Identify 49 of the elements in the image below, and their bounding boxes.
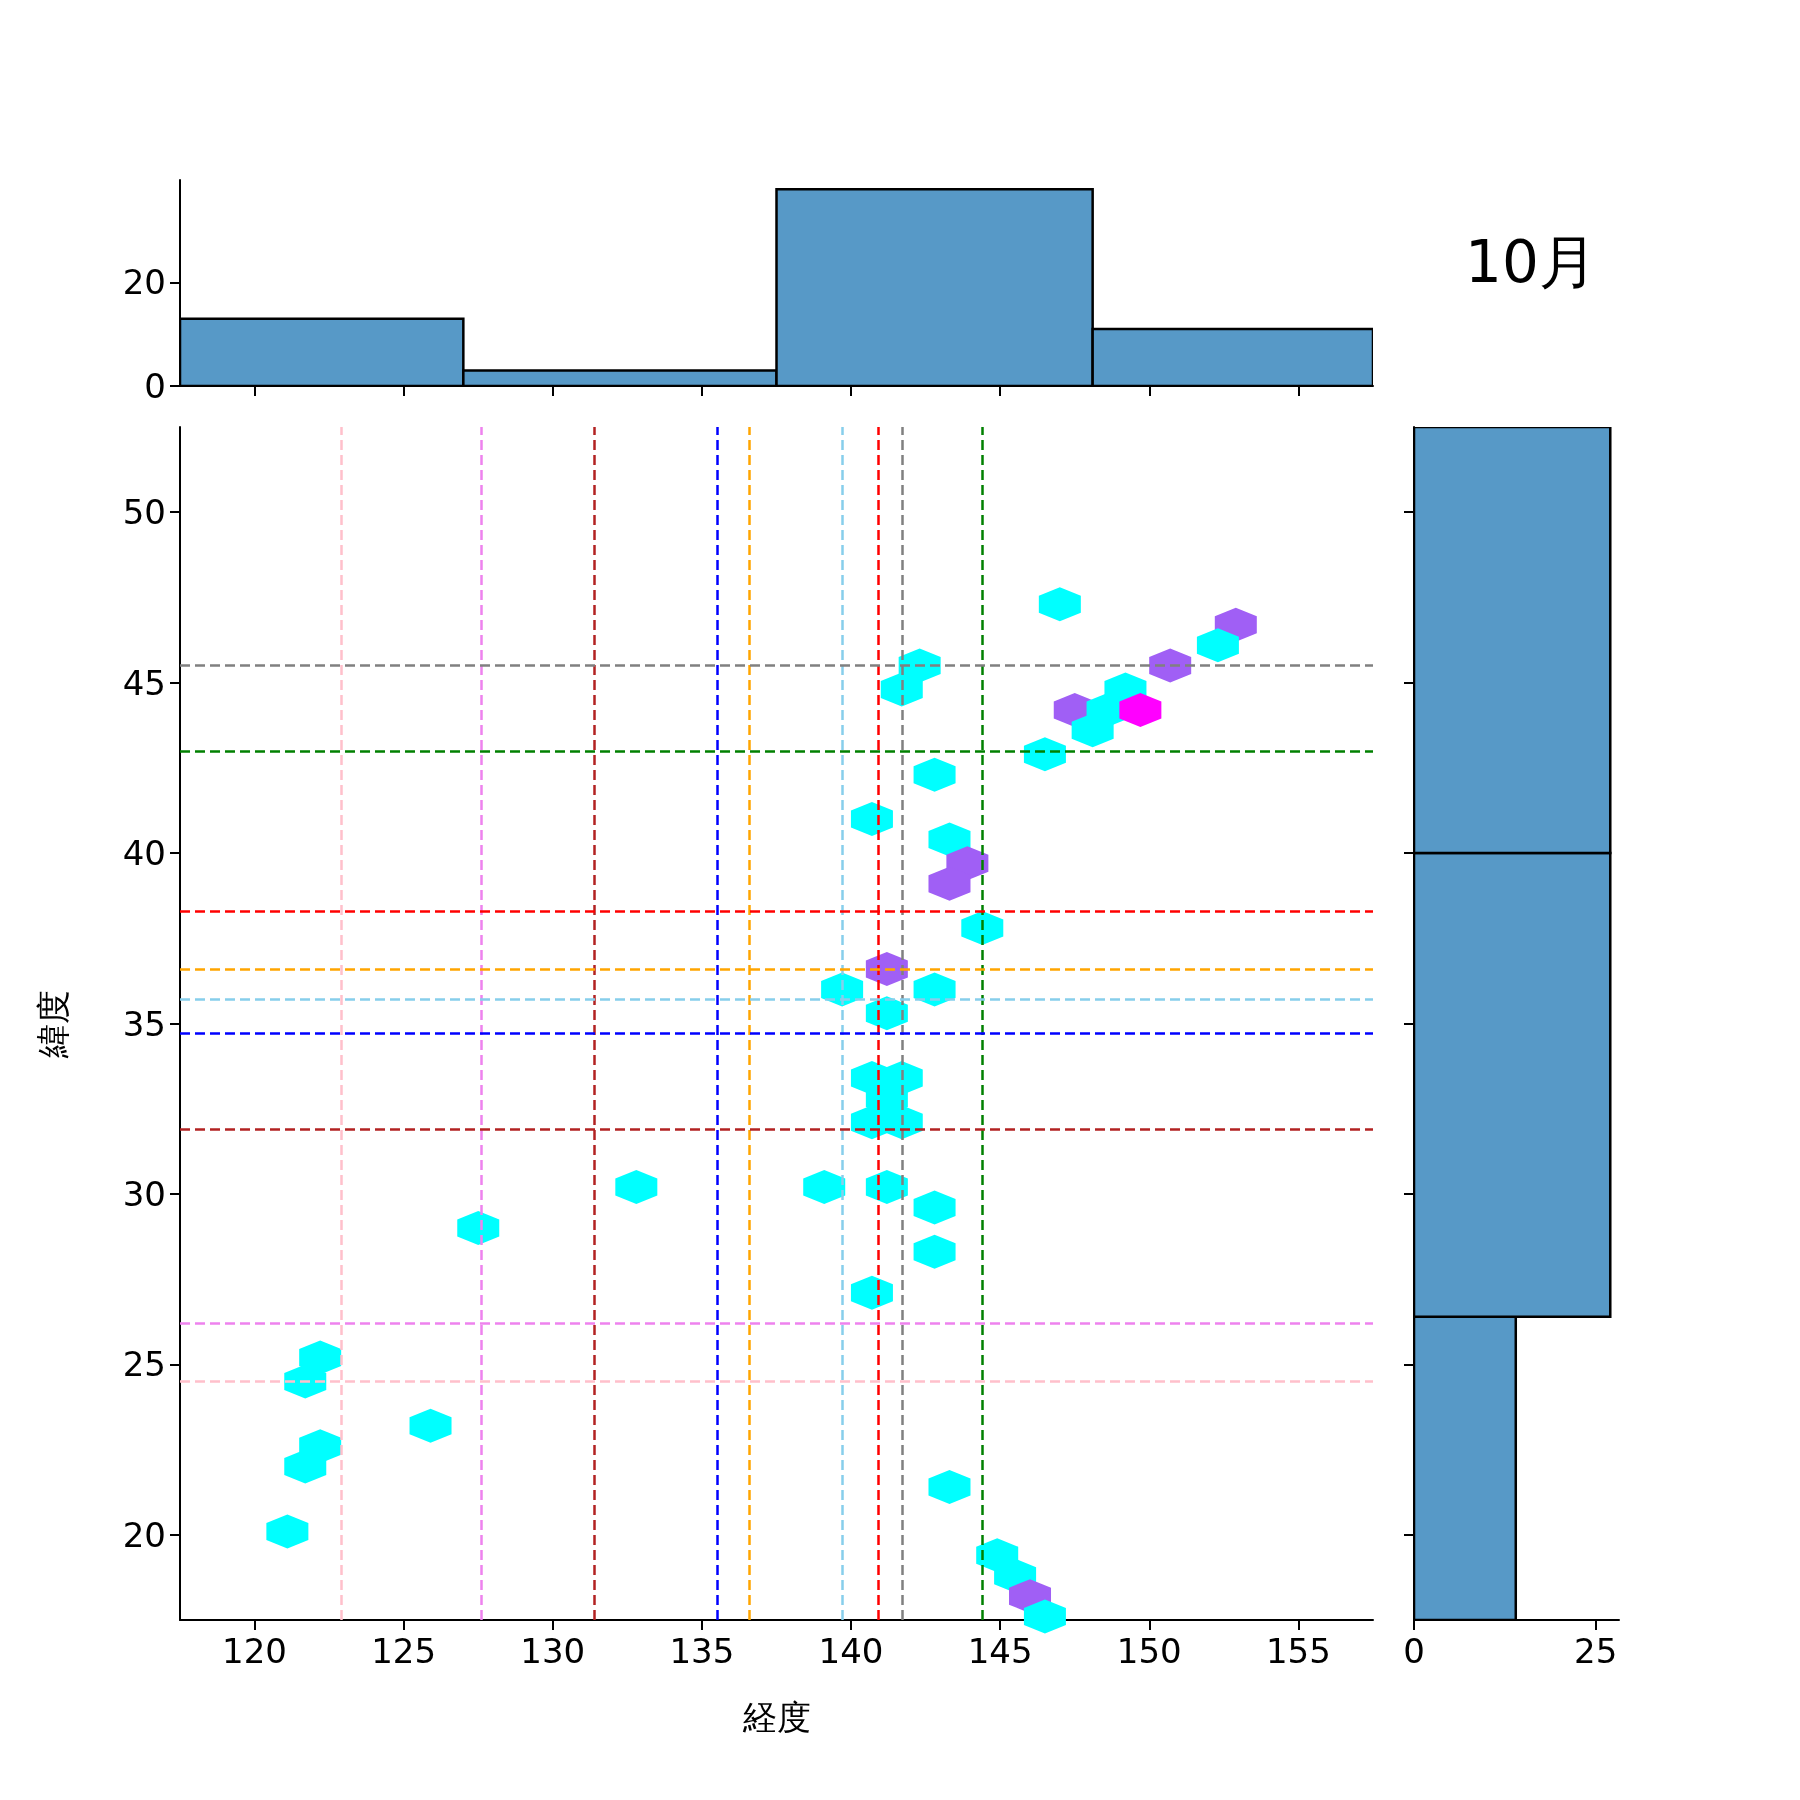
chart-title: 10月	[1465, 228, 1597, 296]
x-tick-label: 125	[371, 1631, 437, 1671]
point	[1149, 648, 1192, 683]
y-tick-label: 35	[122, 1003, 166, 1044]
y-tick-label: 40	[122, 833, 166, 874]
point	[913, 972, 956, 1007]
x-tick-label: 155	[1265, 1631, 1331, 1671]
y-tick-label: 20	[122, 262, 166, 303]
x-tick-label: 140	[818, 1631, 884, 1671]
x-tick-label: 25	[1574, 1631, 1618, 1671]
point	[1119, 692, 1162, 727]
point	[1023, 1599, 1066, 1634]
point	[1071, 713, 1114, 748]
x-tick-label: 120	[222, 1631, 288, 1671]
point	[1196, 628, 1239, 663]
point	[457, 1211, 500, 1246]
point	[928, 1470, 971, 1505]
point	[913, 757, 956, 792]
point	[266, 1514, 309, 1549]
x-tick-label: 0	[1403, 1631, 1425, 1671]
y-axis-title: 緯度	[33, 989, 73, 1059]
y-tick-label: 20	[122, 1514, 166, 1555]
point	[928, 866, 971, 901]
point	[409, 1408, 452, 1443]
y-tick-label: 45	[122, 662, 166, 703]
y-tick-label: 30	[122, 1173, 166, 1214]
y-tick-label: 50	[122, 492, 166, 533]
x-axis-title: 経度	[741, 1697, 811, 1737]
point	[880, 672, 923, 707]
y-tick-label: 0	[144, 366, 166, 406]
x-tick-label: 130	[520, 1631, 586, 1671]
point	[615, 1170, 658, 1205]
point	[928, 822, 971, 857]
point	[913, 1234, 956, 1269]
point	[1023, 737, 1066, 772]
point	[803, 1170, 846, 1205]
point	[284, 1449, 327, 1484]
x-tick-label: 135	[669, 1631, 735, 1671]
point	[850, 1275, 893, 1310]
point	[865, 1170, 908, 1205]
point	[913, 1190, 956, 1225]
point	[299, 1340, 342, 1375]
x-tick-label: 150	[1116, 1631, 1182, 1671]
x-tick-label: 145	[967, 1631, 1033, 1671]
point	[1038, 587, 1081, 622]
point	[850, 801, 893, 836]
y-tick-label: 25	[122, 1344, 166, 1385]
point	[961, 911, 1004, 946]
point	[284, 1364, 327, 1399]
